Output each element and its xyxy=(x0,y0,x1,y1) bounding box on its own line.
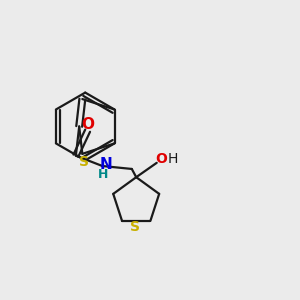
Text: H: H xyxy=(168,152,178,166)
Text: O: O xyxy=(155,152,167,166)
Text: H: H xyxy=(98,168,108,181)
Text: S: S xyxy=(130,220,140,234)
Text: S: S xyxy=(79,155,89,169)
Text: O: O xyxy=(82,117,95,132)
Text: N: N xyxy=(100,157,112,172)
